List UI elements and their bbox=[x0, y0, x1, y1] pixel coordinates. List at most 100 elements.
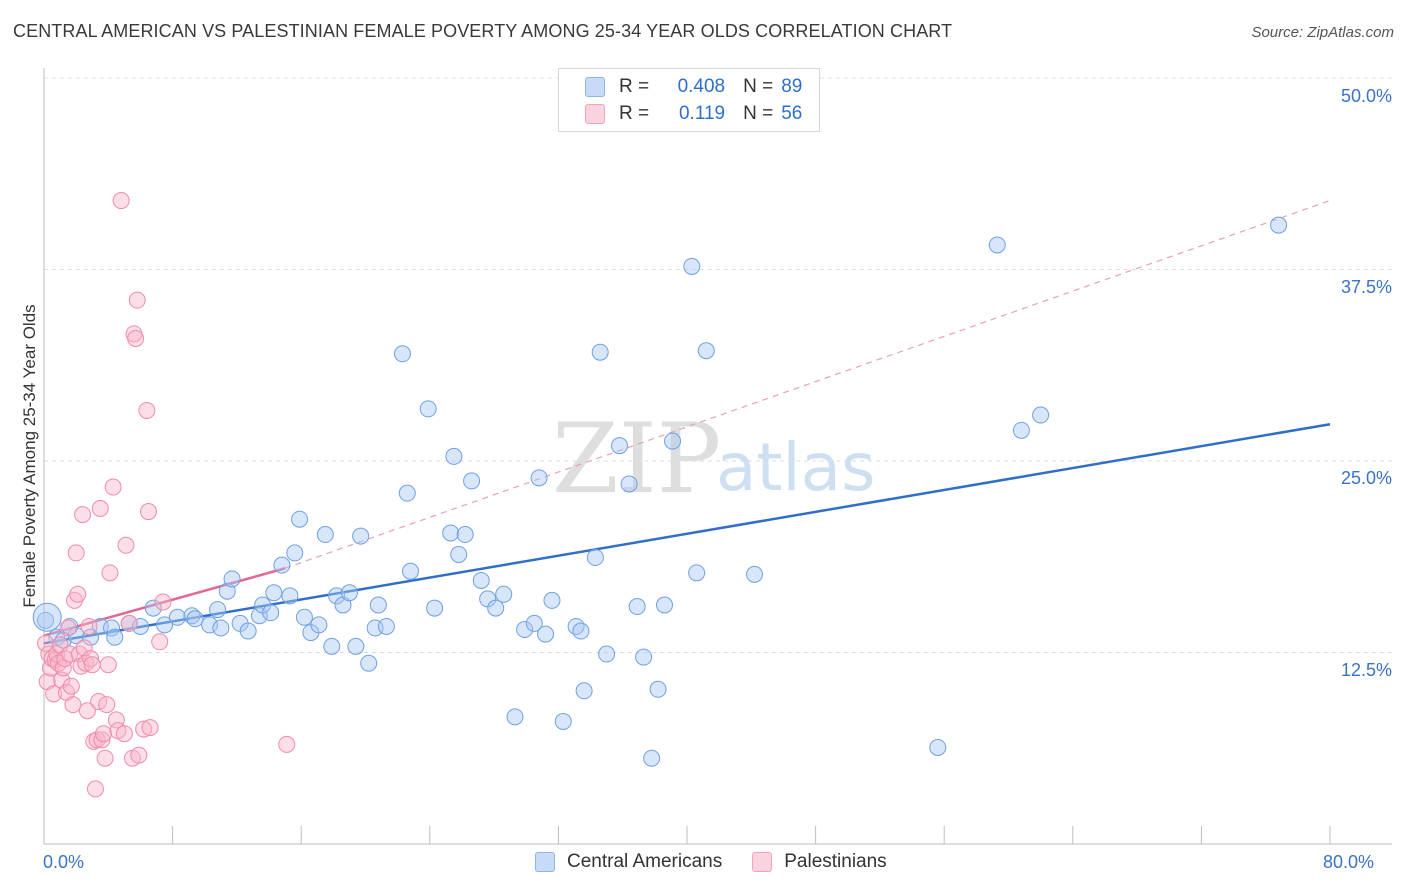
palestinian-point bbox=[75, 639, 93, 657]
central-american-point bbox=[572, 622, 590, 640]
central-american-point bbox=[664, 432, 682, 450]
central-american-point bbox=[929, 738, 947, 756]
palestinian-point bbox=[80, 617, 98, 635]
series-legend: Central Americans Palestinians bbox=[535, 851, 917, 873]
palestinian-point bbox=[107, 711, 125, 729]
palestinian-point bbox=[78, 702, 96, 720]
data-points bbox=[32, 192, 1288, 798]
central-american-point bbox=[567, 617, 585, 635]
palestinian-point bbox=[93, 731, 111, 749]
central-american-point bbox=[369, 596, 387, 614]
central-american-point bbox=[487, 599, 505, 617]
central-american-point bbox=[265, 584, 283, 602]
central-american-point bbox=[82, 628, 100, 646]
central-american-point bbox=[32, 602, 62, 632]
n-label: N = bbox=[743, 76, 774, 97]
central-american-point bbox=[328, 587, 346, 605]
central-american-point bbox=[746, 565, 764, 583]
watermark-atlas: atlas bbox=[716, 429, 876, 506]
legend-swatch-blue bbox=[535, 852, 555, 872]
palestinian-point bbox=[135, 720, 153, 738]
palestinian-point bbox=[74, 506, 92, 524]
central-american-point bbox=[209, 601, 227, 619]
palestinian-point bbox=[45, 685, 63, 703]
palestinian-point bbox=[96, 749, 114, 767]
central-american-point bbox=[591, 343, 609, 361]
legend-label: Palestinians bbox=[784, 851, 887, 872]
central-american-point bbox=[183, 607, 201, 625]
central-american-point bbox=[506, 708, 524, 726]
central-american-point bbox=[450, 545, 468, 563]
r-value: 0.408 bbox=[677, 76, 726, 97]
palestinian-point bbox=[94, 725, 112, 743]
central-american-point bbox=[643, 749, 661, 767]
central-american-point bbox=[291, 510, 309, 528]
central-american-point bbox=[419, 400, 437, 418]
central-american-point bbox=[37, 611, 55, 629]
central-american-point bbox=[295, 608, 313, 626]
central-american-point bbox=[281, 587, 299, 605]
central-american-point bbox=[554, 712, 572, 730]
central-american-point bbox=[586, 549, 604, 567]
palestinian-point bbox=[278, 735, 296, 753]
central-american-point bbox=[697, 342, 715, 360]
central-american-point bbox=[472, 571, 490, 589]
legend-swatch-pink bbox=[752, 852, 773, 872]
central-american-point bbox=[377, 617, 395, 635]
central-american-point bbox=[212, 619, 230, 637]
chart-title: CENTRAL AMERICAN VS PALESTINIAN FEMALE P… bbox=[13, 21, 953, 41]
central-american-point bbox=[352, 527, 370, 545]
central-american-trend-line bbox=[43, 422, 1331, 645]
central-american-point bbox=[360, 654, 378, 672]
axes bbox=[43, 68, 1392, 845]
central-american-point bbox=[201, 616, 219, 634]
central-american-point bbox=[655, 596, 673, 614]
palestinian-point bbox=[104, 478, 122, 496]
central-american-point bbox=[168, 608, 186, 626]
legend-item-palestinians: Palestinians bbox=[752, 851, 887, 873]
central-american-point bbox=[223, 570, 241, 588]
central-american-point bbox=[323, 637, 341, 655]
palestinian-point bbox=[128, 291, 146, 309]
r-value: 0.119 bbox=[678, 103, 726, 124]
legend-row-palestinians: R = 0.119 N = 56 bbox=[585, 102, 802, 126]
central-american-point bbox=[398, 484, 416, 502]
central-american-point bbox=[456, 526, 474, 544]
central-american-point bbox=[106, 628, 124, 646]
palestinian-point bbox=[61, 645, 79, 663]
palestinian-point bbox=[138, 401, 156, 419]
palestinian-point bbox=[91, 499, 109, 517]
palestinian-point bbox=[141, 719, 159, 737]
palestinian-point bbox=[154, 593, 172, 611]
central-american-point bbox=[1032, 406, 1050, 424]
palestinian-point bbox=[64, 696, 82, 714]
central-american-point bbox=[239, 622, 257, 640]
central-american-point bbox=[250, 607, 268, 625]
palestinian-point bbox=[117, 536, 135, 554]
correlation-legend: R = 0.408 N = 89 R = 0.119 N = 56 bbox=[558, 68, 820, 132]
central-american-point bbox=[262, 604, 280, 622]
palestinian-point bbox=[112, 192, 130, 210]
palestinian-point bbox=[139, 503, 157, 521]
palestinian-point bbox=[86, 780, 104, 798]
grid-lines bbox=[44, 77, 1392, 653]
central-american-point bbox=[402, 562, 420, 580]
legend-row-central-americans: R = 0.408 N = 89 bbox=[585, 75, 802, 99]
palestinian-point bbox=[120, 614, 138, 632]
y-axis-label: Female Poverty Among 25-34 Year Olds bbox=[20, 304, 39, 608]
palestinian-trend-extension bbox=[284, 199, 1331, 569]
palestinian-point bbox=[67, 544, 85, 562]
central-american-point bbox=[273, 556, 291, 574]
palestinian-point bbox=[127, 329, 145, 347]
central-american-point bbox=[530, 469, 548, 487]
central-american-point bbox=[442, 524, 460, 542]
source-label: Source: ZipAtlas.com bbox=[1251, 24, 1394, 41]
central-american-point bbox=[610, 437, 628, 455]
central-american-point bbox=[516, 621, 534, 639]
legend-label: Central Americans bbox=[567, 851, 723, 872]
central-american-point bbox=[620, 475, 638, 493]
trend-lines bbox=[43, 199, 1331, 645]
palestinian-point bbox=[99, 656, 117, 674]
palestinian-point bbox=[59, 619, 77, 637]
central-american-point bbox=[347, 637, 365, 655]
